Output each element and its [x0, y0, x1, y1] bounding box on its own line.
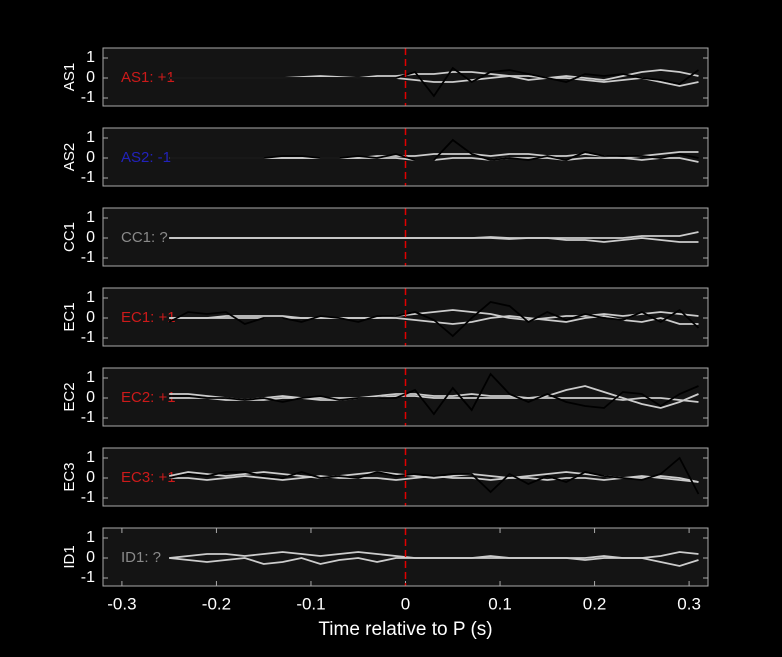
y-tick-label: 1 — [86, 529, 95, 546]
y-axis-label: EC3 — [61, 462, 78, 491]
trace — [168, 301, 700, 338]
trace — [169, 138, 699, 161]
y-tick-label: -1 — [81, 169, 95, 186]
annotation: AS1: +1 — [121, 69, 175, 86]
y-tick-label: 0 — [86, 549, 95, 566]
annotation: AS2: -1 — [121, 149, 171, 166]
y-tick-label: -1 — [81, 569, 95, 586]
y-axis-label: AS1 — [61, 63, 78, 91]
x-tick-label: -0.3 — [107, 594, 136, 613]
trace — [169, 395, 699, 403]
y-axis-label: CC1 — [61, 222, 78, 252]
annotation: EC1: +1 — [121, 309, 176, 326]
y-tick-label: 0 — [86, 469, 95, 486]
y-tick-label: -1 — [81, 489, 95, 506]
y-tick-label: 1 — [86, 449, 95, 466]
trace — [169, 66, 700, 98]
annotation: ID1: ? — [121, 549, 161, 566]
annotation: CC1: ? — [121, 229, 168, 246]
trace — [169, 372, 699, 416]
y-tick-label: 1 — [86, 369, 95, 386]
x-tick-label: 0.1 — [488, 594, 512, 613]
x-tick-label: 0.2 — [583, 594, 607, 613]
x-axis-label: Time relative to P (s) — [318, 619, 492, 640]
y-tick-label: 1 — [86, 289, 95, 306]
y-tick-label: 1 — [86, 209, 95, 226]
trace — [169, 456, 700, 495]
y-axis-label: AS2 — [61, 143, 78, 171]
trace — [169, 557, 699, 567]
y-tick-label: 1 — [86, 49, 95, 66]
plot-frame — [102, 367, 709, 427]
y-tick-label: 0 — [86, 69, 95, 86]
trace — [169, 315, 699, 325]
annotation: EC2: +1 — [121, 389, 176, 406]
plot-frame — [102, 287, 709, 347]
y-axis-label: EC2 — [61, 382, 78, 411]
plot-frame — [102, 47, 709, 107]
y-axis-label: ID1 — [61, 545, 78, 568]
y-tick-label: 0 — [86, 389, 95, 406]
x-tick-label: 0 — [401, 594, 410, 613]
y-tick-label: -1 — [81, 409, 95, 426]
y-tick-label: 0 — [86, 149, 95, 166]
y-tick-label: 0 — [86, 309, 95, 326]
x-tick-label: -0.1 — [296, 594, 325, 613]
plot-frame — [102, 447, 709, 507]
y-tick-label: -1 — [81, 329, 95, 346]
annotation: EC3: +1 — [121, 469, 176, 486]
y-tick-label: 1 — [86, 129, 95, 146]
x-tick-label: 0.3 — [677, 594, 701, 613]
plot-frame — [102, 527, 709, 587]
trace — [169, 237, 699, 243]
y-tick-label: -1 — [81, 89, 95, 106]
plot-frame — [102, 127, 709, 187]
plot-frame — [102, 207, 709, 267]
trace — [169, 309, 699, 321]
x-tick-label: -0.2 — [202, 594, 231, 613]
y-axis-label: EC1 — [61, 302, 78, 331]
y-tick-label: 0 — [86, 229, 95, 246]
y-tick-label: -1 — [81, 249, 95, 266]
